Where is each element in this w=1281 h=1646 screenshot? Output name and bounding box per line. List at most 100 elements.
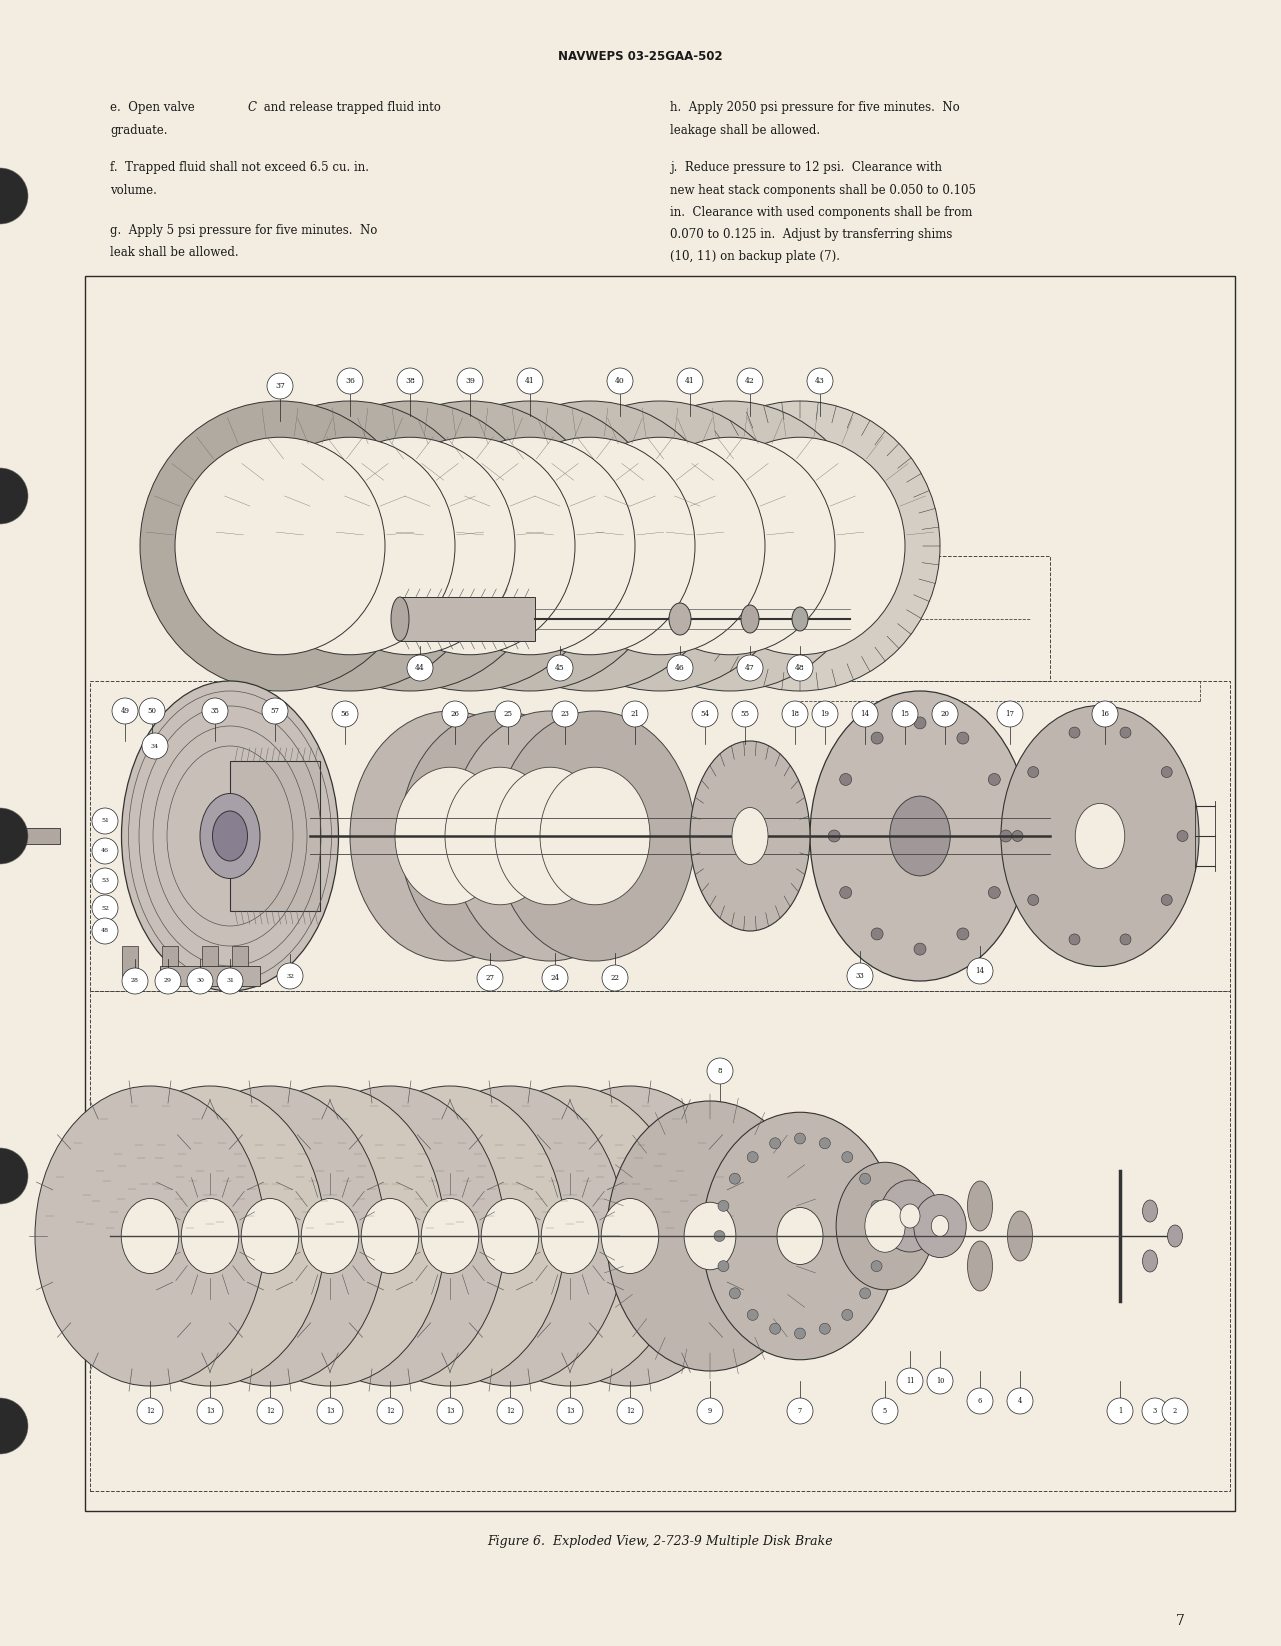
Text: 2: 2 [1173,1407,1177,1416]
Text: 31: 31 [225,978,234,984]
Circle shape [999,830,1012,843]
Circle shape [897,1368,924,1394]
Text: 24: 24 [551,974,560,983]
Ellipse shape [389,402,670,691]
Circle shape [0,467,28,523]
Text: 11: 11 [906,1378,915,1384]
Ellipse shape [122,681,338,991]
Text: 39: 39 [465,377,475,385]
Circle shape [1120,728,1131,737]
Text: 38: 38 [405,377,415,385]
Circle shape [875,1231,886,1241]
Text: NAVWEPS 03-25GAA-502: NAVWEPS 03-25GAA-502 [557,49,722,63]
Circle shape [667,655,693,681]
Text: 51: 51 [101,818,109,823]
Ellipse shape [445,767,555,905]
Text: 26: 26 [451,709,460,718]
Text: 40: 40 [615,377,625,385]
Circle shape [871,928,883,940]
Bar [400,597,535,640]
Text: 10: 10 [936,1378,944,1384]
Text: 41: 41 [525,377,535,385]
Circle shape [1007,1388,1032,1414]
Ellipse shape [181,1198,238,1274]
Circle shape [92,895,118,922]
Text: graduate.: graduate. [110,123,168,137]
Text: 22: 22 [611,974,620,983]
Ellipse shape [669,602,690,635]
Circle shape [871,1200,883,1211]
Circle shape [860,1174,871,1183]
Text: 57: 57 [270,708,279,714]
Circle shape [807,369,833,393]
Circle shape [457,369,483,393]
Text: 6: 6 [977,1397,983,1406]
Circle shape [140,698,165,724]
Circle shape [197,1397,223,1424]
Circle shape [377,1397,404,1424]
Text: 12: 12 [506,1407,514,1416]
Ellipse shape [270,402,550,691]
Circle shape [957,928,968,940]
Text: 15: 15 [901,709,910,718]
Ellipse shape [684,1202,735,1269]
Circle shape [1107,1397,1132,1424]
Ellipse shape [400,711,600,961]
Circle shape [407,655,433,681]
Ellipse shape [967,1180,993,1231]
Circle shape [829,830,840,843]
Circle shape [263,698,288,724]
Circle shape [871,1261,883,1272]
Circle shape [111,698,138,724]
Ellipse shape [660,402,940,691]
Circle shape [92,918,118,945]
Text: 36: 36 [345,377,355,385]
Ellipse shape [541,767,649,905]
Circle shape [839,774,852,785]
Text: h.  Apply 2050 psi pressure for five minutes.  No: h. Apply 2050 psi pressure for five minu… [670,100,959,114]
Circle shape [737,369,763,393]
Ellipse shape [690,741,810,932]
Circle shape [957,732,968,744]
Text: 13: 13 [446,1407,455,1416]
Circle shape [747,1152,758,1162]
Text: 14: 14 [861,709,870,718]
Circle shape [967,958,993,984]
Circle shape [967,1388,993,1414]
Circle shape [397,369,423,393]
Text: 33: 33 [856,973,865,979]
Ellipse shape [542,1198,598,1274]
Text: (10, 11) on backup plate (7).: (10, 11) on backup plate (7). [670,250,840,263]
Text: 35: 35 [210,708,219,714]
Circle shape [142,732,168,759]
Ellipse shape [1167,1225,1182,1248]
Text: 29: 29 [164,978,172,984]
Circle shape [787,655,813,681]
Circle shape [477,965,503,991]
Circle shape [332,701,357,728]
Circle shape [1012,831,1024,841]
Text: 45: 45 [555,663,565,672]
Ellipse shape [606,1101,813,1371]
Ellipse shape [391,597,409,640]
Ellipse shape [421,1198,479,1274]
Ellipse shape [213,811,247,861]
Circle shape [202,698,228,724]
Ellipse shape [1075,803,1125,869]
Ellipse shape [1143,1200,1158,1221]
Circle shape [770,1137,780,1149]
Text: 48: 48 [101,928,109,933]
Circle shape [92,808,118,835]
Text: 52: 52 [101,905,109,910]
Text: 43: 43 [815,377,825,385]
Text: C: C [249,100,257,114]
Circle shape [997,701,1024,728]
Text: 46: 46 [675,663,685,672]
Ellipse shape [625,438,835,655]
Text: 4: 4 [1018,1397,1022,1406]
Text: 12: 12 [625,1407,634,1416]
Text: 32: 32 [286,973,295,978]
Text: 53: 53 [101,879,109,884]
Circle shape [747,1309,758,1320]
Text: 12: 12 [265,1407,274,1416]
